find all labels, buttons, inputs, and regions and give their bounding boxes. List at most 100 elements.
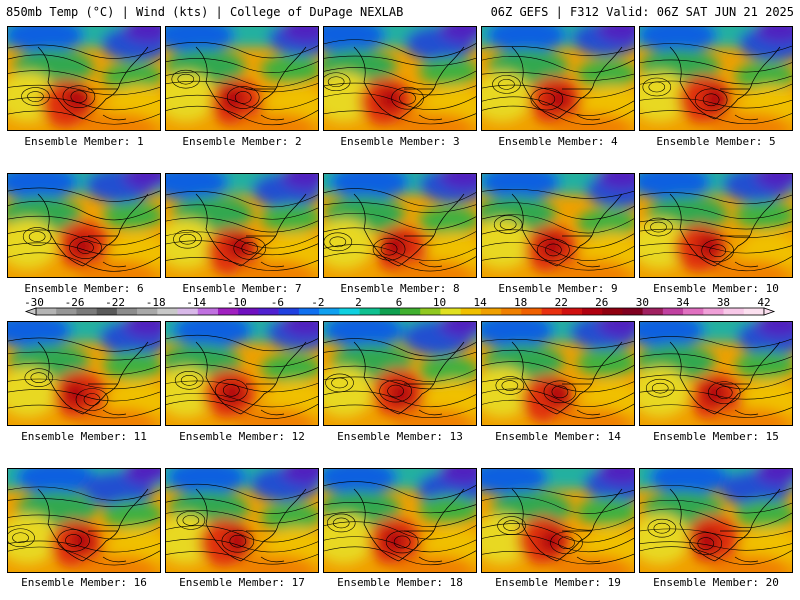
ensemble-member-label: Ensemble Member: 20: [653, 576, 779, 589]
colorbar-swatch: [96, 308, 118, 315]
ensemble-member-label: Ensemble Member: 9: [498, 282, 618, 295]
ensemble-member-label: Ensemble Member: 6: [24, 282, 144, 295]
ensemble-member-label: Ensemble Member: 19: [495, 576, 621, 589]
colorbar-swatch: [319, 308, 340, 315]
temperature-colorbar: -30 -26 -22 -18 -14 -10 -6 -2 2 6 10 14 18 22 26 30 34 38…: [24, 296, 776, 316]
colorbar-tick-label: -26: [65, 296, 85, 309]
ensemble-panel-6: [7, 173, 161, 278]
ensemble-panel-14: [481, 321, 635, 426]
colorbar-swatch: [76, 308, 97, 315]
ensemble-panel-10: [639, 173, 793, 278]
colorbar-tick-label: 38: [717, 296, 730, 309]
colorbar-swatch: [56, 308, 77, 315]
colorbar-swatch: [197, 308, 219, 315]
colorbar-swatch: [36, 308, 57, 315]
colorbar-swatch: [298, 308, 320, 315]
ensemble-member-label: Ensemble Member: 15: [653, 430, 779, 443]
ensemble-panel-16: [7, 468, 161, 573]
colorbar-swatch: [541, 308, 563, 315]
ensemble-member-number: 10: [765, 282, 779, 295]
ensemble-member-number: 7: [294, 282, 302, 295]
colorbar-swatch: [662, 308, 684, 315]
colorbar-tick-label: 42: [757, 296, 770, 309]
colorbar-swatch: [440, 308, 461, 315]
colorbar-swatch: [339, 308, 360, 315]
colorbar-swatch: [642, 308, 664, 315]
ensemble-member-number: 5: [768, 135, 776, 148]
colorbar-right-arrow-icon: [763, 307, 776, 316]
colorbar-swatch: [561, 308, 583, 315]
colorbar-swatch: [521, 308, 542, 315]
colorbar-tick-label: 34: [676, 296, 690, 309]
ensemble-member-number: 16: [133, 576, 147, 589]
ensemble-panel-19: [481, 468, 635, 573]
ensemble-member-label: Ensemble Member: 7: [182, 282, 302, 295]
ensemble-panel-1: [7, 26, 161, 131]
colorbar-swatch: [501, 308, 522, 315]
ensemble-member-number: 3: [452, 135, 460, 148]
colorbar-swatch: [743, 308, 765, 315]
colorbar-tick-label: 30: [636, 296, 649, 309]
ensemble-panel-2: [165, 26, 319, 131]
colorbar-swatch: [683, 308, 704, 315]
colorbar-swatch: [622, 308, 643, 315]
colorbar-swatch: [238, 308, 259, 315]
colorbar-tick-label: 10: [433, 296, 446, 309]
map-title: 850mb Temp (°C) | Wind (kts) | College o…: [6, 5, 404, 19]
ensemble-member-label: Ensemble Member: 5: [656, 135, 776, 148]
ensemble-member-label: Ensemble Member: 14: [495, 430, 621, 443]
colorbar-left-arrow-icon: [24, 307, 37, 316]
ensemble-member-label: Ensemble Member: 18: [337, 576, 463, 589]
model-run-info: 06Z GEFS | F312 Valid: 06Z SAT JUN 21 20…: [490, 5, 794, 19]
ensemble-member-label: Ensemble Member: 12: [179, 430, 305, 443]
colorbar-tick-label: 6: [396, 296, 403, 309]
colorbar-swatch: [480, 308, 502, 315]
colorbar-tick-label: 14: [473, 296, 487, 309]
ensemble-panel-18: [323, 468, 477, 573]
colorbar-swatch: [258, 308, 279, 315]
ensemble-panel-12: [165, 321, 319, 426]
ensemble-panel-11: [7, 321, 161, 426]
colorbar-tick-label: -22: [105, 296, 125, 309]
ensemble-member-number: 20: [765, 576, 779, 589]
colorbar-tick-label: 26: [595, 296, 608, 309]
ensemble-member-label: Ensemble Member: 13: [337, 430, 463, 443]
ensemble-member-label: Ensemble Member: 1: [24, 135, 144, 148]
ensemble-member-number: 11: [133, 430, 147, 443]
ensemble-member-number: 14: [607, 430, 621, 443]
colorbar-swatch: [582, 308, 603, 315]
colorbar-swatch: [723, 308, 745, 315]
colorbar-tick-label: -6: [271, 296, 284, 309]
colorbar-swatch: [218, 308, 239, 315]
ensemble-panel-15: [639, 321, 793, 426]
colorbar-swatch: [116, 308, 138, 315]
colorbar-tick-label: -14: [186, 296, 206, 309]
ensemble-member-label: Ensemble Member: 11: [21, 430, 147, 443]
colorbar-swatch: [420, 308, 441, 315]
ensemble-member-number: 2: [294, 135, 302, 148]
ensemble-member-label: Ensemble Member: 4: [498, 135, 618, 148]
ensemble-member-number: 15: [765, 430, 779, 443]
ensemble-member-number: 6: [136, 282, 144, 295]
colorbar-swatch: [157, 308, 178, 315]
ensemble-member-label: Ensemble Member: 8: [340, 282, 460, 295]
colorbar-swatch: [177, 308, 199, 315]
colorbar-tick-label: -10: [227, 296, 247, 309]
colorbar-tick-label: -2: [311, 296, 324, 309]
ensemble-member-label: Ensemble Member: 16: [21, 576, 147, 589]
colorbar-tick-label: 22: [555, 296, 568, 309]
ensemble-member-number: 17: [291, 576, 305, 589]
ensemble-member-label: Ensemble Member: 10: [653, 282, 779, 295]
ensemble-panel-7: [165, 173, 319, 278]
colorbar-swatch: [359, 308, 381, 315]
ensemble-member-number: 13: [449, 430, 463, 443]
ensemble-panel-13: [323, 321, 477, 426]
ensemble-member-number: 18: [449, 576, 463, 589]
colorbar-swatch: [602, 308, 623, 315]
colorbar-swatch: [379, 308, 401, 315]
colorbar-tick-label: 18: [514, 296, 527, 309]
ensemble-panel-17: [165, 468, 319, 573]
ensemble-panel-5: [639, 26, 793, 131]
ensemble-panel-3: [323, 26, 477, 131]
ensemble-panel-9: [481, 173, 635, 278]
